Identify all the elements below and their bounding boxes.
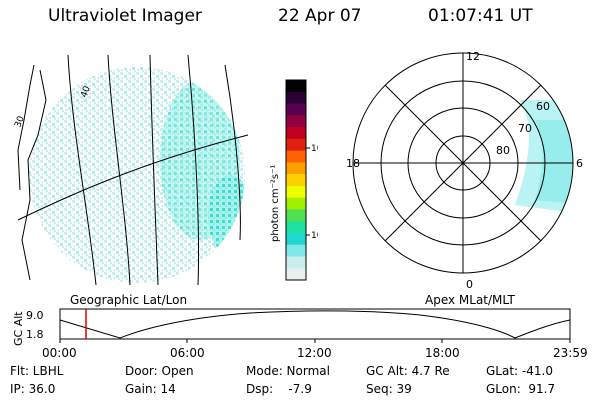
timeline-xtick-0000: 00:00 xyxy=(42,346,77,360)
coastline xyxy=(21,69,47,281)
colorbar-band xyxy=(286,115,306,128)
info-gc-alt: GC Alt: 4.7 Re xyxy=(366,364,450,378)
lat-label-80: 80 xyxy=(496,144,510,157)
colorbar-band xyxy=(286,244,306,257)
coastline-2 xyxy=(17,64,35,191)
mlt-label-6: 6 xyxy=(576,157,583,170)
colorbar-band xyxy=(286,221,306,234)
timeline-ytick-1-8: 1.8 xyxy=(26,328,44,341)
info-flt: Flt: LBHL xyxy=(10,364,64,378)
meridian-diag xyxy=(384,84,542,242)
timeline-xtick-0600: 06:00 xyxy=(170,346,205,360)
timeline-xtick-2359: 23:59 xyxy=(553,346,588,360)
colorbar-band xyxy=(286,80,306,93)
info-glat: GLat: -41.0 xyxy=(486,364,553,378)
mark-30: 30 xyxy=(13,115,26,129)
colorbar-unit-label: photon cm⁻²s⁻¹ xyxy=(270,165,281,242)
mark-40: 40 xyxy=(79,85,92,99)
meridian-line xyxy=(67,54,97,286)
info-mode: Mode: Normal xyxy=(246,364,330,378)
colorbar-band xyxy=(286,268,306,281)
info-glon: GLon: 91.7 xyxy=(486,382,556,396)
colorbar-band xyxy=(286,232,306,246)
lat-label-60: 60 xyxy=(536,100,550,113)
uv-image-disk xyxy=(29,67,245,283)
colorbar-band xyxy=(286,162,306,175)
colorbar-tick-10: 10 xyxy=(311,231,318,241)
colorbar-frame xyxy=(285,79,307,281)
colorbar-band xyxy=(286,209,306,222)
meridian-line xyxy=(224,64,241,241)
info-door: Door: Open xyxy=(125,364,194,378)
timeline-xtick-1800: 18:00 xyxy=(425,346,460,360)
geographic-image-panel: 30 40 xyxy=(13,54,249,286)
colorbar-band xyxy=(286,174,306,187)
meridian-line xyxy=(107,54,131,286)
colorbar-tick-100: 100 xyxy=(311,144,318,154)
left-panel-caption: Geographic Lat/Lon xyxy=(70,293,188,307)
mlt-label-12: 12 xyxy=(466,50,480,63)
info-ip: IP: 36.0 xyxy=(10,382,56,396)
colorbar-band xyxy=(286,150,306,163)
colorbar-gradient xyxy=(286,80,306,281)
timeline-ytick-9: 9.0 xyxy=(26,309,44,322)
mlt-label-0: 0 xyxy=(466,278,473,290)
lat-label-70: 70 xyxy=(518,122,532,135)
observation-date: 22 Apr 07 xyxy=(278,6,362,26)
colorbar-band xyxy=(286,197,306,210)
gc-altitude-timeline: GC Alt 9.0 1.8 00:00 06:00 12:00 18:00 2… xyxy=(12,308,588,360)
right-panel-caption: Apex MLat/MLT xyxy=(425,293,515,307)
colorbar-band xyxy=(286,103,306,116)
colorbar-band xyxy=(286,138,306,152)
colorbar-panel: 100 10 photon cm⁻²s⁻¹ xyxy=(270,79,318,281)
parallel-line xyxy=(17,134,249,221)
colorbar-band xyxy=(286,185,306,199)
observation-time: 01:07:41 UT xyxy=(428,6,533,26)
timeline-xtick-1200: 12:00 xyxy=(297,346,332,360)
info-dsp: Dsp: -7.9 xyxy=(246,382,312,396)
mlt-label-18: 18 xyxy=(346,157,360,170)
info-gain: Gain: 14 xyxy=(125,382,176,396)
colorbar-band xyxy=(286,127,306,140)
colorbar-band xyxy=(286,91,306,105)
timeline-frame xyxy=(59,308,571,340)
instrument-title: Ultraviolet Imager xyxy=(48,6,202,26)
timeline-ylabel: GC Alt xyxy=(12,311,25,346)
polar-mlat-mlt-panel: 12 18 6 0 60 70 80 xyxy=(346,50,583,290)
altitude-curve xyxy=(59,310,571,339)
info-seq: Seq: 39 xyxy=(366,382,412,396)
colorbar-band xyxy=(286,256,306,269)
meridian-line xyxy=(149,54,159,286)
meridian-line xyxy=(187,54,200,286)
